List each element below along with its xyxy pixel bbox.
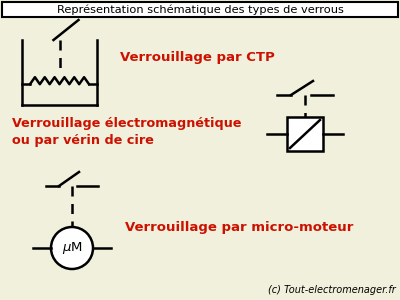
Bar <box>287 117 323 151</box>
Text: Verrouillage par micro-moteur: Verrouillage par micro-moteur <box>125 221 353 235</box>
Circle shape <box>51 227 93 269</box>
Text: $\mu$M: $\mu$M <box>62 240 82 256</box>
Text: Représentation schématique des types de verrous: Représentation schématique des types de … <box>56 4 344 15</box>
Text: Verrouillage électromagnétique
ou par vérin de cire: Verrouillage électromagnétique ou par vé… <box>12 117 242 147</box>
Text: Verrouillage par CTP: Verrouillage par CTP <box>120 52 275 64</box>
Bar <box>2 2 398 17</box>
Text: (c) Tout-electromenager.fr: (c) Tout-electromenager.fr <box>268 285 396 295</box>
